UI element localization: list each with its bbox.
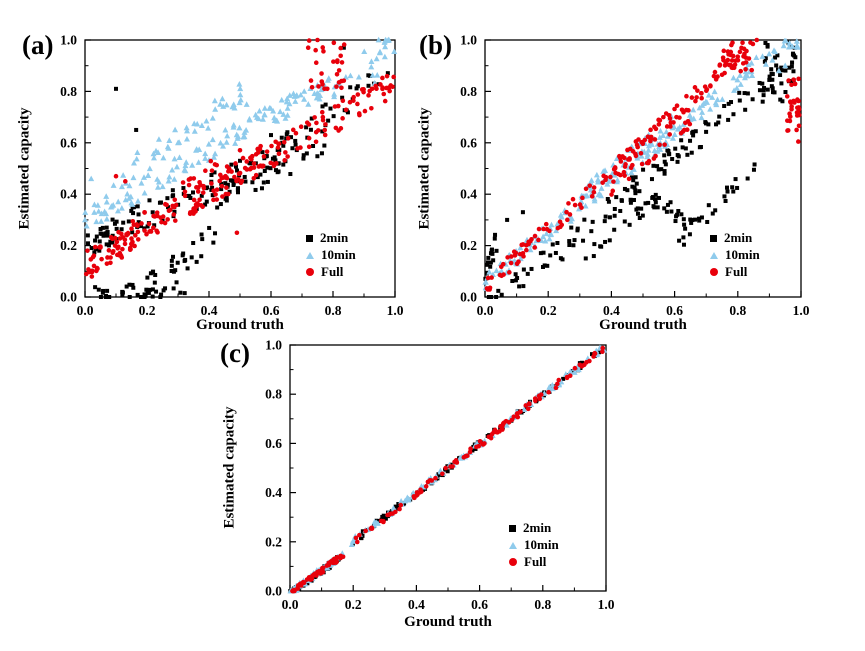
scatter-plot-a: 0.00.0 0.2 0.2 0.4 0.4 0.6 0.6 0.8 0.8 1.0 1.0: [60, 33, 404, 319]
svg-text:1.0: 1.0: [60, 33, 77, 48]
legend-item-10min: 10min: [710, 247, 760, 262]
panel-c-x-axis-title: Ground truth: [404, 614, 492, 630]
svg-text:1.0: 1.0: [460, 33, 477, 48]
svg-text:0.2: 0.2: [139, 303, 156, 318]
circle-marker-icon: [509, 558, 517, 566]
svg-text:0.4: 0.4: [60, 187, 77, 202]
panel-b-x-axis-title: Ground truth: [599, 317, 687, 333]
square-marker-icon: [710, 234, 717, 242]
svg-text:0.0: 0.0: [60, 290, 77, 305]
svg-text:0.6: 0.6: [666, 303, 683, 318]
panel-a-label: (a): [22, 30, 54, 60]
legend-label: Full: [725, 264, 748, 279]
square-marker-icon: [306, 234, 313, 242]
legend-label: Full: [524, 554, 547, 569]
svg-text:0.6: 0.6: [471, 597, 488, 612]
svg-text:0.2: 0.2: [345, 597, 362, 612]
svg-text:0.0: 0.0: [460, 290, 477, 305]
legend-label: Full: [321, 264, 344, 279]
svg-text:0.2: 0.2: [60, 238, 77, 253]
legend-item-2min: 2min: [306, 230, 356, 245]
panel-a-y-axis-title: Estimated capacity: [16, 107, 33, 230]
legend-item-full: Full: [509, 554, 559, 569]
scatter-plot-c: 0.00.0 0.2 0.2 0.4 0.4 0.6 0.6 0.8 0.8 1.0 1.0: [265, 338, 615, 613]
triangle-marker-icon: [509, 541, 517, 549]
svg-text:0.2: 0.2: [540, 303, 557, 318]
svg-text:1.0: 1.0: [387, 303, 404, 318]
svg-text:0.4: 0.4: [408, 597, 425, 612]
svg-text:0.0: 0.0: [77, 303, 94, 318]
legend-item-2min: 2min: [710, 230, 760, 245]
svg-text:1.0: 1.0: [265, 338, 282, 353]
svg-text:0.8: 0.8: [460, 84, 477, 99]
svg-text:0.0: 0.0: [477, 303, 494, 318]
triangle-marker-icon: [710, 251, 718, 259]
svg-text:0.8: 0.8: [60, 84, 77, 99]
svg-text:1.0: 1.0: [793, 303, 810, 318]
legend-label: 10min: [321, 247, 356, 262]
legend-item-10min: 10min: [509, 537, 559, 552]
svg-text:0.2: 0.2: [265, 534, 282, 549]
svg-text:0.0: 0.0: [282, 597, 299, 612]
panel-c-label: (c): [220, 338, 250, 368]
svg-text:0.6: 0.6: [60, 135, 77, 150]
legend-label: 2min: [320, 230, 349, 245]
triangle-marker-icon: [306, 251, 314, 259]
svg-text:0.6: 0.6: [263, 303, 280, 318]
panel-c-legend: 2min 10min Full: [509, 520, 559, 569]
panel-c-y-axis-title: Estimated capacity: [221, 406, 238, 529]
panel-b: 0.0 0.0 0.2 0.2 0.4 0.4 0.6 0.6 0.8 0.8 1.0 1.0 (b)…: [405, 0, 865, 340]
panel-a: 0.0 0.0 0.2 0.2 0.4 0.4 0.6 0.6 0.8 0.8 1.0 1.0 (a)…: [0, 0, 432, 340]
svg-text:0.4: 0.4: [460, 187, 477, 202]
svg-text:0.8: 0.8: [729, 303, 746, 318]
svg-text:0.6: 0.6: [460, 135, 477, 150]
legend-label: 2min: [724, 230, 753, 245]
panel-b-y-axis-title: Estimated capacity: [416, 107, 433, 230]
legend-item-10min: 10min: [306, 247, 356, 262]
svg-text:0.2: 0.2: [460, 238, 477, 253]
square-marker-icon: [509, 524, 516, 532]
svg-text:0.8: 0.8: [265, 387, 282, 402]
panel-b-legend: 2min 10min Full: [710, 230, 760, 279]
svg-text:0.8: 0.8: [325, 303, 342, 318]
panel-a-x-axis-title: Ground truth: [196, 317, 284, 333]
svg-text:0.4: 0.4: [265, 485, 282, 500]
circle-marker-icon: [306, 268, 314, 276]
scatter-plot-b: 0.00.0 0.2 0.2 0.4 0.4 0.6 0.6 0.8 0.8 1.0 1.0: [460, 33, 810, 319]
svg-text:0.8: 0.8: [534, 597, 551, 612]
legend-item-full: Full: [306, 264, 356, 279]
panel-a-legend: 2min 10min Full: [306, 230, 356, 279]
svg-text:0.0: 0.0: [265, 584, 282, 599]
svg-text:0.4: 0.4: [201, 303, 218, 318]
legend-item-full: Full: [710, 264, 760, 279]
legend-label: 2min: [523, 520, 552, 535]
circle-marker-icon: [710, 268, 718, 276]
legend-label: 10min: [524, 537, 559, 552]
legend-item-2min: 2min: [509, 520, 559, 535]
svg-text:0.6: 0.6: [265, 436, 282, 451]
svg-text:0.4: 0.4: [603, 303, 620, 318]
legend-label: 10min: [725, 247, 760, 262]
svg-text:1.0: 1.0: [598, 597, 615, 612]
panel-b-label: (b): [419, 30, 452, 60]
panel-c: 0.0 0.0 0.2 0.2 0.4 0.4 0.6 0.6 0.8 0.8 1.0 1.0 (c)…: [196, 306, 674, 651]
